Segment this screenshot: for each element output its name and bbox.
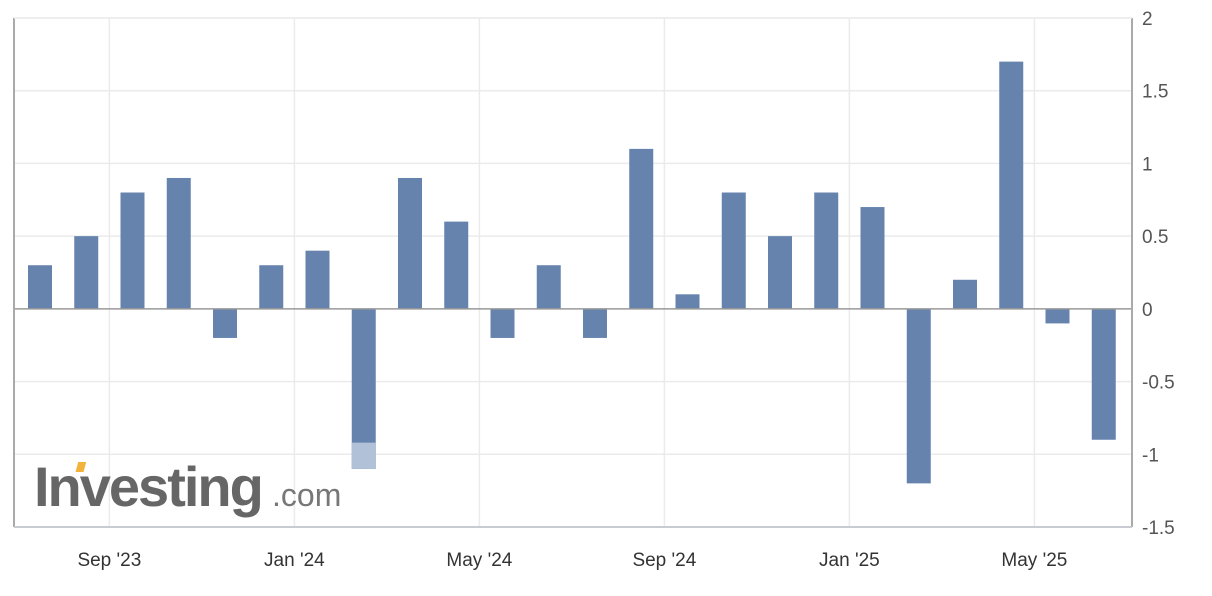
grid bbox=[14, 17, 1132, 527]
investing-logo-watermark: Investing .com bbox=[34, 455, 341, 518]
y-tick-label: 1 bbox=[1142, 154, 1153, 175]
y-tick-label: -0.5 bbox=[1142, 373, 1175, 394]
bar bbox=[999, 61, 1024, 309]
bar bbox=[213, 308, 237, 338]
logo-accent bbox=[75, 462, 87, 472]
x-tick-label: Sep '24 bbox=[632, 550, 696, 571]
bars bbox=[28, 61, 1116, 484]
bar bbox=[721, 192, 746, 309]
y-tick-label: 0 bbox=[1142, 300, 1153, 321]
bar bbox=[305, 250, 330, 309]
bar bbox=[74, 236, 99, 309]
bar-highlight-segment bbox=[351, 442, 376, 469]
bar bbox=[120, 192, 145, 309]
bar bbox=[583, 308, 607, 338]
bar bbox=[1091, 308, 1116, 440]
x-tick-label: Jan '24 bbox=[264, 550, 325, 571]
axes: 2 1.5 1 0.5 0 -0.5 -1 -1.5 Sep '23 Jan '24 May '24… bbox=[13, 9, 1175, 571]
y-tick-label: 0.5 bbox=[1142, 227, 1168, 248]
bar bbox=[259, 265, 284, 309]
bar bbox=[675, 294, 700, 309]
bar bbox=[768, 236, 792, 309]
bar bbox=[906, 308, 931, 484]
bar bbox=[166, 177, 191, 309]
logo-brand: Investing bbox=[34, 455, 262, 518]
bar bbox=[814, 192, 839, 309]
bar bbox=[953, 279, 977, 309]
bar bbox=[351, 308, 376, 469]
bar bbox=[28, 265, 52, 309]
x-tick-label: Jan '25 bbox=[819, 550, 880, 571]
x-tick-label: Sep '23 bbox=[77, 550, 141, 571]
x-tick-label: May '24 bbox=[446, 550, 512, 571]
bar bbox=[444, 221, 469, 309]
bar bbox=[398, 177, 422, 309]
bar bbox=[536, 265, 561, 309]
bar bbox=[629, 148, 654, 309]
y-tick-label: 1.5 bbox=[1142, 82, 1168, 103]
x-tick-label: May '25 bbox=[1001, 550, 1067, 571]
bar bbox=[1045, 308, 1070, 324]
logo-suffix: .com bbox=[272, 477, 341, 513]
bar bbox=[490, 308, 515, 338]
y-tick-label: 2 bbox=[1142, 9, 1153, 30]
y-tick-label: -1.5 bbox=[1142, 518, 1175, 539]
bar bbox=[860, 207, 885, 309]
y-tick-label: -1 bbox=[1142, 445, 1159, 466]
